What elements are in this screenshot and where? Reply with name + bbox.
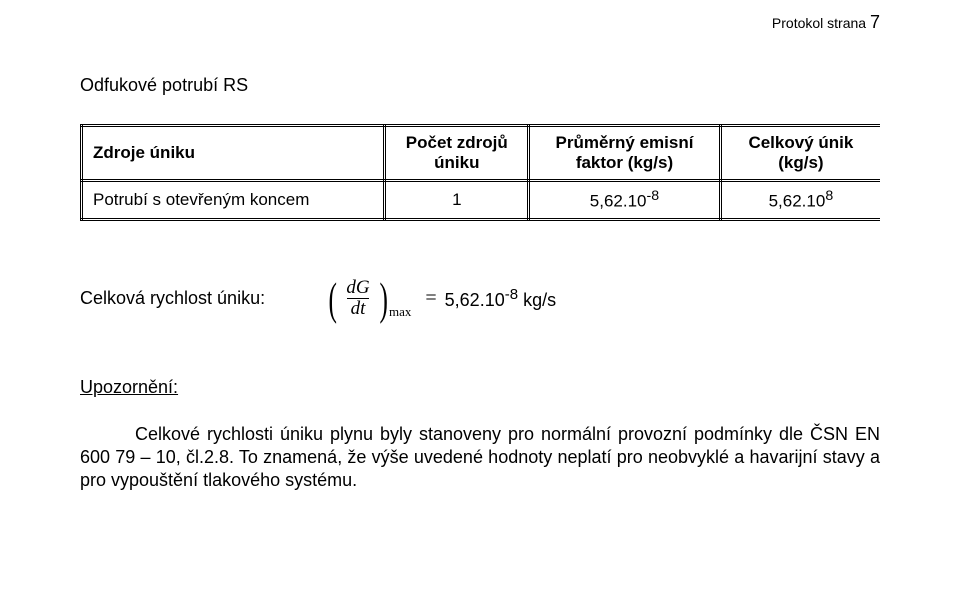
section-title: Odfukové potrubí RS bbox=[80, 75, 880, 96]
page-number: 7 bbox=[870, 12, 880, 32]
equals-sign: = bbox=[425, 287, 436, 310]
left-paren: ( bbox=[329, 276, 337, 322]
warning-title: Upozornění: bbox=[80, 377, 880, 398]
cell-total: 5,62.108 bbox=[720, 181, 880, 220]
formula-value: 5,62.10-8 kg/s bbox=[445, 286, 556, 311]
col-count: Počet zdrojů úniku bbox=[385, 126, 529, 181]
cell-count: 1 bbox=[385, 181, 529, 220]
formula-label: Celková rychlost úniku: bbox=[80, 288, 265, 309]
emission-base: 5,62.10 bbox=[590, 192, 647, 211]
right-paren: ) bbox=[379, 276, 387, 322]
col-source: Zdroje úniku bbox=[82, 126, 385, 181]
fraction-denominator: dt bbox=[347, 298, 370, 319]
fraction-numerator: dG bbox=[342, 278, 373, 298]
protocol-label: Protokol strana bbox=[772, 15, 866, 31]
value-exp: -8 bbox=[505, 286, 518, 303]
fraction: dG dt bbox=[342, 278, 373, 319]
body-paragraph: Celkové rychlosti úniku plynu byly stano… bbox=[80, 423, 880, 493]
cell-emission: 5,62.10-8 bbox=[529, 181, 721, 220]
total-base: 5,62.10 bbox=[769, 192, 826, 211]
table-row: Potrubí s otevřeným koncem 1 5,62.10-8 5… bbox=[82, 181, 881, 220]
table-header-row: Zdroje úniku Počet zdrojů úniku Průměrný… bbox=[82, 126, 881, 181]
col-emission: Průměrný emisní faktor (kg/s) bbox=[529, 126, 721, 181]
value-base: 5,62.10 bbox=[445, 290, 505, 310]
leak-table: Zdroje úniku Počet zdrojů úniku Průměrný… bbox=[80, 124, 880, 221]
col-total: Celkový únik (kg/s) bbox=[720, 126, 880, 181]
formula-expression: ( dG dt ) max bbox=[325, 276, 411, 322]
page-header: Protokol strana 7 bbox=[772, 12, 880, 33]
cell-source: Potrubí s otevřeným koncem bbox=[82, 181, 385, 220]
formula-row: Celková rychlost úniku: ( dG dt ) max = … bbox=[80, 276, 880, 322]
total-exp: 8 bbox=[825, 188, 833, 204]
value-unit: kg/s bbox=[518, 290, 556, 310]
formula-subscript: max bbox=[389, 304, 411, 320]
document-page: Protokol strana 7 Odfukové potrubí RS Zd… bbox=[0, 0, 960, 591]
emission-exp: -8 bbox=[647, 188, 660, 204]
